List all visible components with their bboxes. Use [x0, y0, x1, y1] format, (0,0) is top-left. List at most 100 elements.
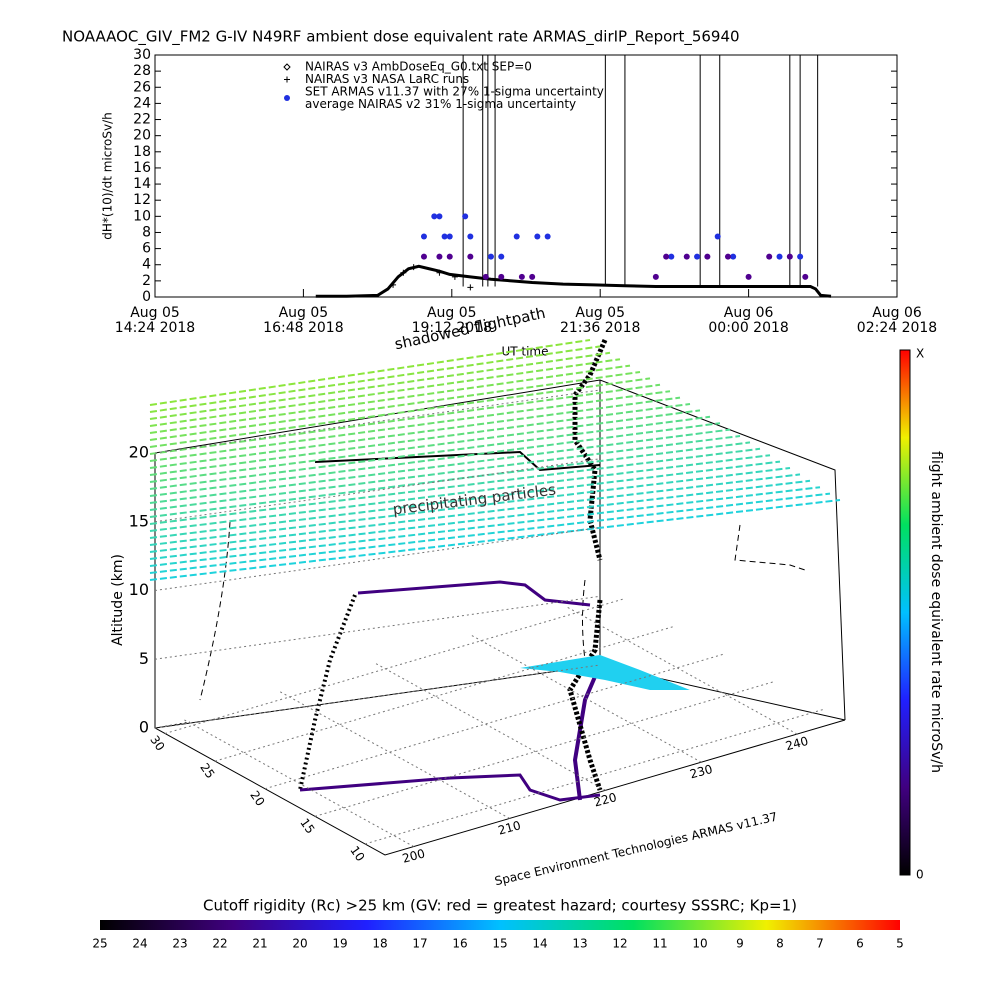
x-tick-label: 00:00 2018: [708, 320, 788, 336]
colorbar-tick-label: 22: [212, 937, 227, 951]
plot-frame: [154, 54, 898, 298]
plane-row: [149, 460, 781, 539]
colorbar-tick-label: 9: [736, 937, 744, 951]
y-tick-label: 2: [142, 273, 151, 289]
box-edge: [154, 379, 846, 721]
x-tick-label: Aug 06: [724, 305, 774, 321]
y-tick-label: 8: [142, 224, 151, 240]
dot-marker: [467, 233, 474, 240]
y-tick-label: 0: [142, 289, 151, 305]
dot-marker: [544, 233, 551, 240]
dot-marker: [467, 253, 474, 260]
flight-path: [298, 594, 357, 791]
dot-marker: [487, 253, 494, 260]
y-tick-label: 28: [133, 63, 151, 79]
plane-row: [149, 422, 721, 497]
plane-row: [149, 428, 731, 504]
colorbar-tick-label: 13: [572, 937, 587, 951]
dot-marker: [513, 233, 520, 240]
dot-marker: [431, 213, 438, 220]
colorbar-tick-label: 21: [252, 937, 267, 951]
plane-row: [149, 409, 701, 483]
plane-row: [149, 345, 601, 413]
dot-marker: [652, 273, 659, 280]
plane-row: [149, 415, 711, 490]
box-edge: [154, 664, 846, 729]
z-axis-label: Altitude (km): [110, 554, 126, 646]
dot-marker: [446, 253, 453, 260]
grid-line: [375, 662, 606, 791]
dot-marker: [436, 253, 443, 260]
z-tick-label: 0: [139, 718, 149, 737]
y-tick-label: 22: [133, 112, 151, 128]
colorbar: [100, 920, 900, 930]
dot-marker: [441, 233, 448, 240]
y-tick-label: 20: [133, 128, 151, 144]
y-tick-label: 26: [133, 79, 151, 95]
colorbar-tick-label: 20: [292, 937, 307, 951]
shadow-path: [734, 524, 806, 571]
flight-path: [299, 773, 601, 802]
legend-label: NAIRAS v3 AmbDoseEq_G0.txt SEP=0: [305, 60, 532, 74]
colorbar-tick-label: 17: [412, 937, 427, 951]
dot-marker: [498, 273, 505, 280]
dot-marker: [420, 253, 427, 260]
colorbar-tick-label: 24: [132, 937, 147, 951]
plane-row: [149, 435, 741, 511]
colorbar-label: flight ambient dose equivalent rate micr…: [928, 451, 944, 773]
z-tick-label: 5: [139, 649, 149, 668]
plane-row: [149, 486, 821, 567]
series-line: [315, 264, 832, 298]
dot-marker: [730, 253, 737, 260]
y-tick-label: 4: [142, 257, 151, 273]
x-tick-label: 200: [401, 846, 427, 865]
colorbar-tick-label: 16: [452, 937, 467, 951]
plane-row: [149, 364, 631, 434]
dot-marker: [694, 253, 701, 260]
plane-row: [149, 492, 831, 574]
dot-marker: [802, 273, 809, 280]
credit: Space Environment Technologies ARMAS v11…: [493, 810, 778, 889]
x-tick-label: 21:36 2018: [560, 320, 640, 336]
x-tick-label: 220: [592, 790, 618, 809]
plane-row: [149, 467, 791, 546]
plane-row: [149, 339, 591, 406]
legend-label: NAIRAS v3 NASA LaRC runs: [305, 72, 469, 86]
colorbar-tick-label: 23: [172, 937, 187, 951]
plane-row: [149, 390, 671, 462]
dot-marker: [436, 213, 443, 220]
dot-marker: [797, 253, 804, 260]
dot-marker: [745, 273, 752, 280]
x-tick-label: 230: [688, 762, 714, 781]
x-tick-label: 02:24 2018: [857, 320, 937, 336]
y-tick-label: 25: [197, 761, 217, 782]
plus-marker: [451, 273, 458, 280]
dot-marker: [518, 273, 525, 280]
dot-marker: [420, 233, 427, 240]
z-tick-label: 10: [129, 580, 149, 599]
legend-label: SET ARMAS v11.37 with 27% 1-sigma uncert…: [305, 85, 604, 99]
colorbar-tick-label: 5: [896, 937, 904, 951]
x-tick-label: Aug 06: [872, 305, 922, 321]
x-tick-label: Aug 05: [279, 305, 329, 321]
legend-marker: [284, 76, 290, 83]
dot-marker: [683, 253, 690, 260]
plane-row: [149, 403, 691, 476]
dot-marker: [534, 233, 541, 240]
dot-marker: [482, 273, 489, 280]
y-tick-label: 10: [347, 843, 367, 864]
colorbar-tick-label: 7: [816, 937, 824, 951]
x-tick-label: 14:24 2018: [115, 320, 195, 336]
colorbar-max-label: X: [916, 347, 924, 361]
dot-marker: [724, 253, 731, 260]
legend-marker: [283, 63, 291, 71]
plane-row: [149, 371, 641, 441]
colorbar-tick-label: 10: [692, 937, 707, 951]
colorbar-tick-label: 19: [332, 937, 347, 951]
y-tick-label: 12: [133, 192, 151, 208]
dot-marker: [714, 233, 721, 240]
plane-row: [149, 351, 611, 420]
y-tick-label: 24: [133, 95, 151, 111]
colorbar-tick-label: 12: [612, 937, 627, 951]
plane-row: [149, 447, 761, 525]
